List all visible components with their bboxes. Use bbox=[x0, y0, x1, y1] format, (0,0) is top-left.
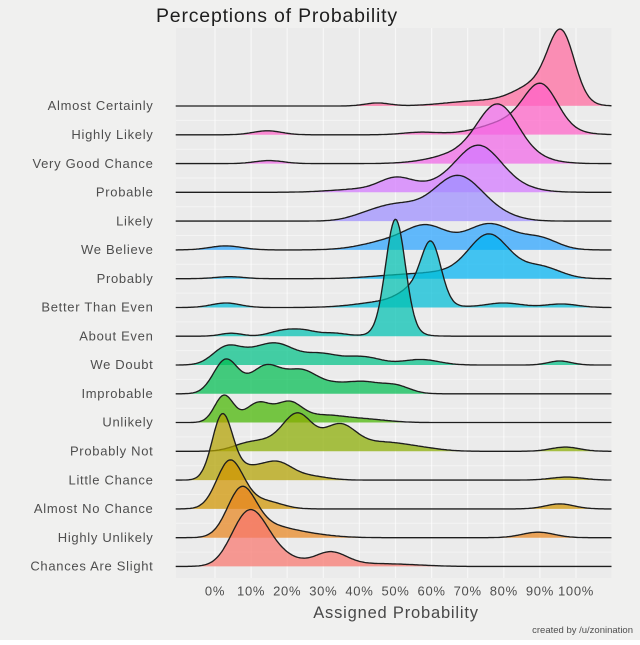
svg-text:Better Than Even: Better Than Even bbox=[41, 300, 153, 315]
svg-text:Assigned Probability: Assigned Probability bbox=[313, 604, 479, 622]
svg-text:30%: 30% bbox=[309, 584, 337, 599]
svg-text:We Doubt: We Doubt bbox=[90, 357, 153, 372]
svg-text:Little Chance: Little Chance bbox=[69, 472, 154, 487]
svg-text:90%: 90% bbox=[526, 584, 554, 599]
svg-text:Perceptions of Probability: Perceptions of Probability bbox=[156, 5, 398, 27]
svg-text:Highly Likely: Highly Likely bbox=[71, 127, 153, 142]
svg-text:Chances Are Slight: Chances Are Slight bbox=[30, 559, 153, 574]
svg-text:Probable: Probable bbox=[96, 185, 154, 200]
svg-text:60%: 60% bbox=[418, 584, 446, 599]
svg-text:100%: 100% bbox=[558, 584, 594, 599]
svg-text:80%: 80% bbox=[490, 584, 518, 599]
svg-text:created by /u/zonination: created by /u/zonination bbox=[532, 625, 633, 636]
svg-text:50%: 50% bbox=[381, 584, 409, 599]
svg-text:Almost Certainly: Almost Certainly bbox=[48, 98, 154, 113]
svg-text:40%: 40% bbox=[345, 584, 373, 599]
svg-text:Likely: Likely bbox=[116, 213, 153, 228]
svg-text:About Even: About Even bbox=[79, 328, 153, 343]
svg-text:Probably: Probably bbox=[97, 271, 154, 286]
svg-text:Probably Not: Probably Not bbox=[70, 444, 154, 459]
svg-text:10%: 10% bbox=[237, 584, 265, 599]
svg-text:Highly Unlikely: Highly Unlikely bbox=[58, 530, 154, 545]
svg-text:Very Good Chance: Very Good Chance bbox=[32, 156, 153, 171]
svg-text:0%: 0% bbox=[205, 584, 225, 599]
svg-text:70%: 70% bbox=[454, 584, 482, 599]
svg-text:Unlikely: Unlikely bbox=[102, 415, 153, 430]
svg-text:20%: 20% bbox=[273, 584, 301, 599]
svg-text:Almost No Chance: Almost No Chance bbox=[34, 501, 154, 516]
svg-text:We Believe: We Believe bbox=[81, 242, 154, 257]
svg-text:Improbable: Improbable bbox=[81, 386, 153, 401]
